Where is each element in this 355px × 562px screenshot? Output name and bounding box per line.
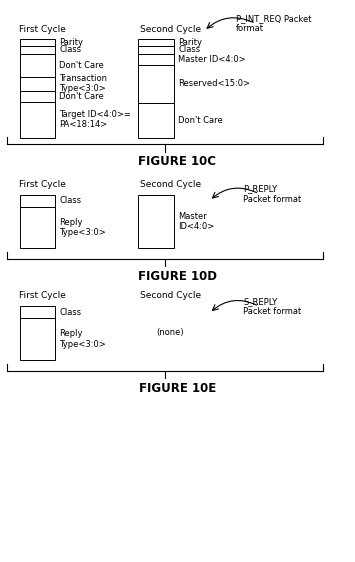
Bar <box>138 65 174 103</box>
Text: P_REPLY
Packet format: P_REPLY Packet format <box>243 184 301 204</box>
Bar <box>20 91 55 102</box>
Text: S_REPLY
Packet format: S_REPLY Packet format <box>243 297 301 316</box>
Text: Don't Care: Don't Care <box>178 116 223 125</box>
Text: Class: Class <box>59 46 81 55</box>
Text: Reserved<15:0>: Reserved<15:0> <box>178 79 250 88</box>
Bar <box>20 76 55 91</box>
Text: FIGURE 10D: FIGURE 10D <box>138 270 217 283</box>
Text: Second Cycle: Second Cycle <box>140 180 201 189</box>
Text: Target ID<4:0>=
PA<18:14>: Target ID<4:0>= PA<18:14> <box>59 110 131 129</box>
Bar <box>20 318 55 360</box>
Bar <box>20 39 55 47</box>
Text: First Cycle: First Cycle <box>19 291 66 300</box>
Text: Don't Care: Don't Care <box>59 61 104 70</box>
Text: Second Cycle: Second Cycle <box>140 25 201 34</box>
Text: Reply
Type<3:0>: Reply Type<3:0> <box>59 218 106 237</box>
Text: Transaction
Type<3:0>: Transaction Type<3:0> <box>59 74 107 93</box>
Text: FIGURE 10C: FIGURE 10C <box>138 155 217 168</box>
Text: Reply
Type<3:0>: Reply Type<3:0> <box>59 329 106 348</box>
Bar <box>138 53 174 65</box>
Text: First Cycle: First Cycle <box>19 180 66 189</box>
Text: Parity: Parity <box>59 38 83 47</box>
Text: Don't Care: Don't Care <box>59 92 104 101</box>
Bar <box>20 207 55 248</box>
Text: Class: Class <box>59 196 81 205</box>
Bar <box>20 102 55 138</box>
Text: P_INT_REQ Packet
format: P_INT_REQ Packet format <box>236 14 312 34</box>
Text: Class: Class <box>178 46 200 55</box>
Text: (none): (none) <box>157 328 184 338</box>
Text: Master
ID<4:0>: Master ID<4:0> <box>178 212 214 232</box>
Bar <box>138 195 174 248</box>
Bar <box>138 47 174 53</box>
Text: Parity: Parity <box>178 38 202 47</box>
Text: Class: Class <box>59 307 81 316</box>
Bar <box>20 53 55 76</box>
Text: FIGURE 10E: FIGURE 10E <box>139 382 216 395</box>
Bar <box>138 39 174 47</box>
Bar <box>20 306 55 318</box>
Bar <box>20 195 55 207</box>
Bar <box>138 103 174 138</box>
Bar <box>20 47 55 53</box>
Text: Master ID<4:0>: Master ID<4:0> <box>178 55 246 64</box>
Text: First Cycle: First Cycle <box>19 25 66 34</box>
Text: Second Cycle: Second Cycle <box>140 291 201 300</box>
